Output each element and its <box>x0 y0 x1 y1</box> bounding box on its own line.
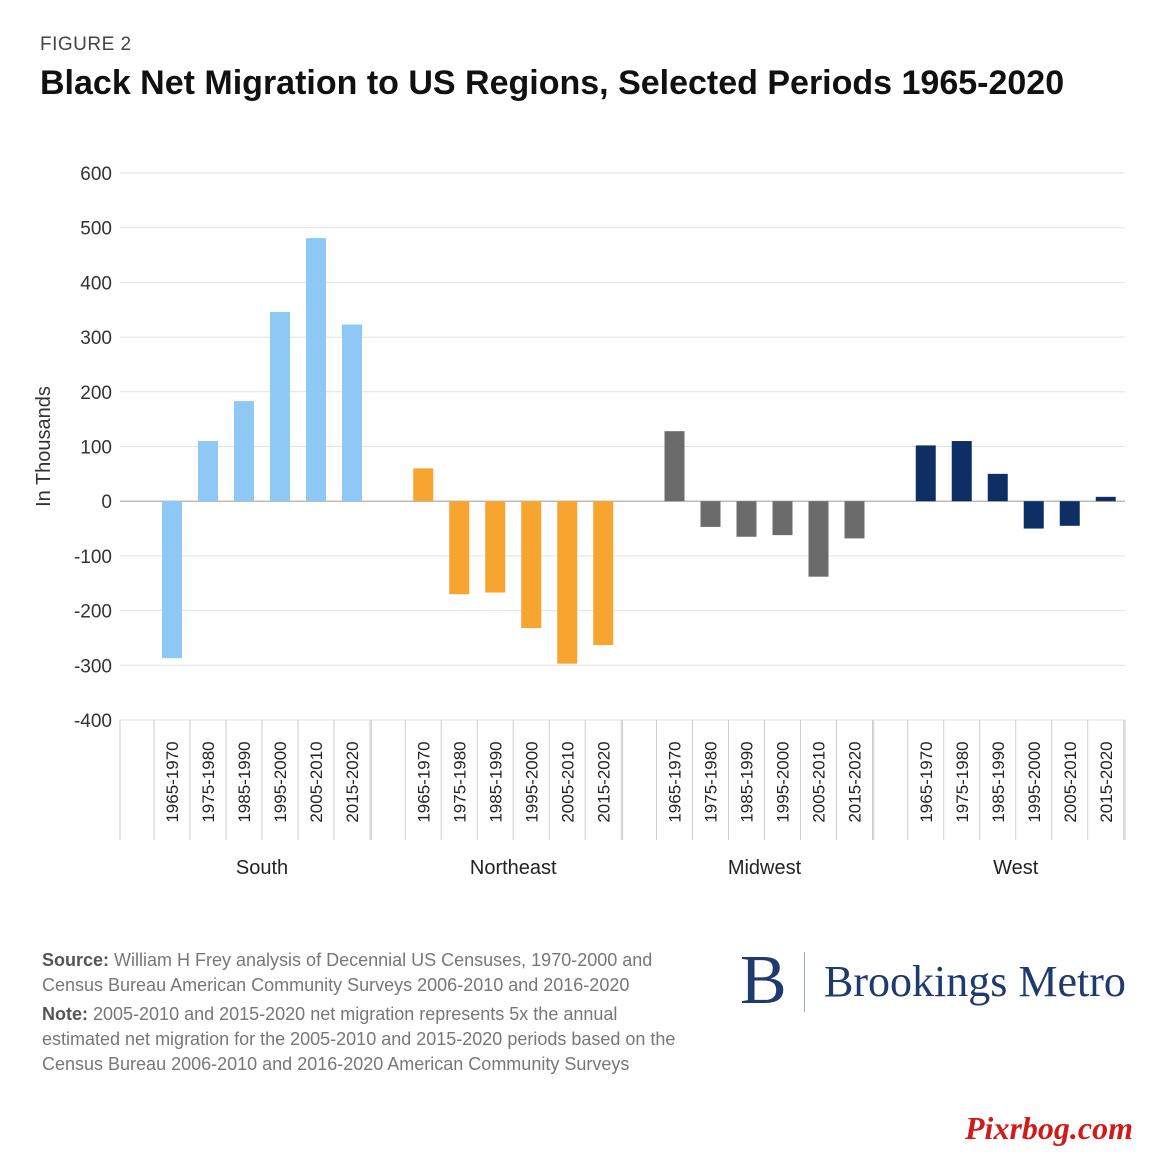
bar-midwest <box>772 501 793 536</box>
x-tick-label: 1995-2000 <box>774 741 793 822</box>
logo-text: Brookings Metro <box>824 957 1126 1006</box>
group-label: Northeast <box>470 857 557 879</box>
note-note: Note: 2005-2010 and 2015-2020 net migrat… <box>42 1002 692 1077</box>
bar-northeast <box>557 501 578 664</box>
x-tick-label: 1995-2000 <box>1025 741 1044 822</box>
x-tick-label: 2005-2010 <box>558 741 577 822</box>
bar-west <box>1059 501 1080 526</box>
x-tick-label: 1985-1990 <box>738 741 757 822</box>
bar-west <box>1023 501 1044 529</box>
bar-northeast <box>485 501 506 593</box>
logo-letter: B <box>740 942 787 1019</box>
logo-divider <box>804 952 805 1012</box>
source-text: William H Frey analysis of Decennial US … <box>42 950 653 995</box>
bar-midwest <box>700 501 721 527</box>
y-tick-label: 300 <box>80 328 112 349</box>
x-tick-label: 1975-1980 <box>702 741 721 822</box>
x-tick-label: 1975-1980 <box>953 741 972 822</box>
bar-midwest <box>736 501 757 537</box>
y-tick-label: -400 <box>74 711 112 732</box>
x-tick-label: 1965-1970 <box>666 741 685 822</box>
bar-midwest <box>844 501 865 539</box>
bar-south <box>198 441 218 502</box>
chart-notes: Source: William H Frey analysis of Decen… <box>42 948 692 1081</box>
figure-label: FIGURE 2 <box>40 34 132 55</box>
x-tick-label: 1965-1970 <box>163 741 182 822</box>
y-tick-label: 600 <box>80 164 112 185</box>
chart-title: Black Net Migration to US Regions, Selec… <box>40 64 1065 102</box>
bar-south <box>270 311 290 502</box>
x-tick-label: 1985-1990 <box>989 741 1008 822</box>
y-tick-label: 500 <box>80 219 112 240</box>
bar-west <box>987 473 1008 502</box>
x-tick-label: 1995-2000 <box>271 741 290 822</box>
watermark: Pixrbog.com <box>965 1110 1133 1146</box>
note-text: 2005-2010 and 2015-2020 net migration re… <box>42 1004 676 1074</box>
x-tick-label: 2015-2020 <box>846 741 865 822</box>
y-tick-label: 100 <box>80 438 112 459</box>
x-tick-label: 1995-2000 <box>522 741 541 822</box>
bar-west <box>951 441 972 502</box>
y-tick-label: 0 <box>101 492 112 513</box>
x-tick-label: 2015-2020 <box>594 741 613 822</box>
bar-northeast <box>449 501 470 595</box>
group-label: South <box>236 857 288 879</box>
x-tick-label: 1965-1970 <box>414 741 433 822</box>
group-label: West <box>993 857 1039 879</box>
y-axis-title: In Thousands <box>33 386 55 507</box>
x-tick-label: 1985-1990 <box>486 741 505 822</box>
y-tick-label: -100 <box>74 547 112 568</box>
bar-west <box>915 445 936 502</box>
bar-chart: 600 500 400 300 200 100 0 -100 -200 -300 -400 In Th… <box>33 164 1126 879</box>
source-label: Source: <box>42 950 110 970</box>
y-tick-label: -200 <box>74 602 112 623</box>
y-tick-label: 400 <box>80 273 112 294</box>
x-tick-label: 2005-2010 <box>307 741 326 822</box>
bar-northeast <box>521 501 542 629</box>
x-tick-label: 1975-1980 <box>199 741 218 822</box>
group-label: Midwest <box>728 857 802 879</box>
bar-northeast <box>593 501 614 646</box>
y-tick-label: -300 <box>74 656 112 677</box>
x-tick-label: 2015-2020 <box>1097 741 1116 822</box>
x-tick-label: 1985-1990 <box>235 741 254 822</box>
x-tick-label: 2005-2010 <box>1061 741 1080 822</box>
bar-south <box>306 238 326 502</box>
bar-northeast <box>413 468 434 502</box>
source-note: Source: William H Frey analysis of Decen… <box>42 948 692 998</box>
bar-south <box>234 401 254 502</box>
bar-south <box>162 501 182 659</box>
bar-south <box>342 324 362 502</box>
bar-midwest <box>808 501 829 577</box>
x-tick-label: 1975-1980 <box>450 741 469 822</box>
note-label: Note: <box>42 1004 88 1024</box>
bar-midwest <box>664 431 685 502</box>
y-tick-label: 200 <box>80 383 112 404</box>
x-tick-label: 2005-2010 <box>810 741 829 822</box>
x-tick-label: 1965-1970 <box>917 741 936 822</box>
bar-west <box>1095 496 1116 502</box>
x-tick-label: 2015-2020 <box>343 741 362 822</box>
